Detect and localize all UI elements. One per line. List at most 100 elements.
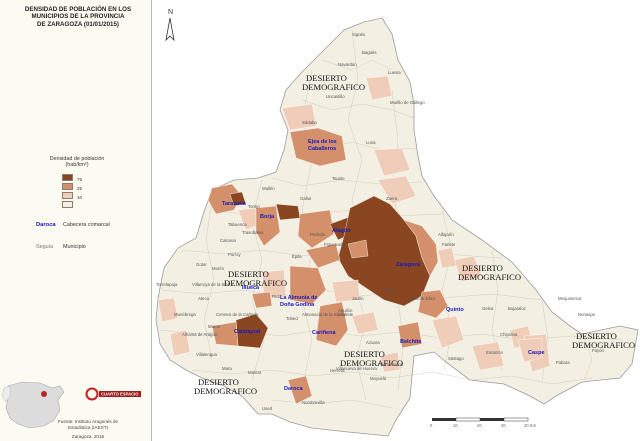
logo-text: CUARTO ESPACIO	[101, 392, 139, 397]
scale-bar: 0 10 20 30 40 Km	[430, 417, 537, 428]
cabecera-borja: Borja	[260, 214, 275, 220]
desierto-label-3: DESIERTO DEMOGRAFICO	[458, 263, 521, 282]
svg-text:Used: Used	[262, 406, 273, 411]
svg-text:Purroy: Purroy	[228, 252, 242, 257]
place-date: Zaragoza, 2016	[71, 434, 105, 439]
legend-panel: DENSIDAD DE POBLACIÓN EN LOS MUNICIPIOS …	[0, 0, 152, 441]
legend-label-3: 10	[77, 195, 83, 200]
svg-text:Luna: Luna	[366, 140, 376, 145]
svg-text:Zuera: Zuera	[386, 196, 398, 201]
cabecera-caspe: Caspe	[528, 350, 545, 356]
svg-text:Almonacid de la Sierra: Almonacid de la Sierra	[302, 312, 346, 317]
cabecera-belchite: Belchite	[400, 339, 421, 345]
legend-label-1: 75	[77, 177, 83, 182]
svg-text:Farlete: Farlete	[442, 242, 456, 247]
svg-text:Torrijo: Torrijo	[248, 204, 260, 209]
svg-text:Ricla: Ricla	[272, 294, 282, 299]
legend-label-2: 25	[77, 186, 83, 191]
scale-label-30: 30	[501, 423, 506, 428]
cabeceras-comarcales: Ejea de los Caballeros Tarazona Borja Al…	[222, 139, 545, 392]
svg-text:DEMOGRAFICO: DEMOGRAFICO	[458, 272, 521, 282]
svg-text:DEMOGRAFICO: DEMOGRAFICO	[302, 82, 365, 92]
scale-label-40: 40 Km	[524, 423, 537, 428]
svg-text:DEMOGRAFICO: DEMOGRAFICO	[340, 358, 403, 368]
svg-text:Mainar: Mainar	[248, 370, 262, 375]
cabecera-tarazona: Tarazona	[222, 201, 247, 207]
svg-text:Épila: Épila	[292, 254, 302, 259]
desierto-label-2: DESIERTO DEMOGRAFICO	[224, 269, 287, 288]
svg-text:Bagüés: Bagüés	[362, 50, 377, 55]
svg-text:Alfajarín: Alfajarín	[438, 232, 454, 237]
svg-text:DESIERTO: DESIERTO	[576, 331, 617, 341]
svg-text:DESIERTO: DESIERTO	[462, 263, 503, 273]
svg-text:DESIERTO: DESIERTO	[344, 349, 385, 359]
legend-muni-desc: Municipio	[63, 244, 86, 250]
cabecera-almunia-1: La Almunia de	[280, 295, 317, 301]
svg-text:Pastriz: Pastriz	[384, 288, 397, 293]
cuarto-espacio-logo: CUARTO ESPACIO	[85, 387, 141, 401]
svg-text:Villanueva de Huerva: Villanueva de Huerva	[336, 366, 377, 371]
svg-text:Gotor: Gotor	[196, 262, 207, 267]
cabecera-ejea-2: Caballeros	[308, 146, 336, 152]
cabecera-almunia-2: Doña Godina	[280, 302, 315, 308]
svg-text:Chiprana: Chiprana	[500, 332, 518, 337]
svg-text:Gallur: Gallur	[300, 196, 312, 201]
svg-text:DEMOGRAFICO: DEMOGRAFICO	[224, 278, 287, 288]
svg-text:Aguilón: Aguilón	[338, 308, 353, 313]
svg-text:DESIERTO: DESIERTO	[198, 377, 239, 387]
svg-text:Sádaba: Sádaba	[302, 120, 317, 125]
svg-text:DESIERTO: DESIERTO	[306, 73, 347, 83]
svg-text:Villarroya de la Sierra: Villarroya de la Sierra	[192, 282, 234, 287]
desierto-label-1: DESIERTO DEMOGRAFICO	[302, 73, 365, 92]
legend-muni-sample: Seguía	[36, 244, 54, 250]
scale-label-0: 0	[430, 423, 433, 428]
svg-text:Alhama de Aragón: Alhama de Aragón	[182, 332, 218, 337]
svg-text:Trasobares: Trasobares	[242, 230, 264, 235]
svg-text:Murillo de Gállego: Murillo de Gállego	[390, 100, 425, 105]
svg-text:Ateca: Ateca	[198, 296, 210, 301]
svg-text:Pina de Ebro: Pina de Ebro	[410, 296, 435, 301]
map-title: DENSIDAD DE POBLACIÓN EN LOS MUNICIPIOS …	[24, 6, 132, 28]
svg-text:Munébrega: Munébrega	[174, 312, 196, 317]
scale-label-20: 20	[477, 423, 482, 428]
svg-text:Cadrete: Cadrete	[338, 312, 354, 317]
svg-text:Gelsa: Gelsa	[482, 306, 494, 311]
svg-text:DESIERTO: DESIERTO	[228, 269, 269, 279]
svg-text:Uncastillo: Uncastillo	[326, 94, 345, 99]
desierto-label-5: DESIERTO DEMOGRAFICO	[194, 377, 257, 396]
svg-text:Luesia: Luesia	[388, 70, 401, 75]
svg-text:Sigüés: Sigüés	[352, 32, 365, 37]
svg-text:Torrelapaja: Torrelapaja	[156, 282, 178, 287]
svg-text:DEMOGRAFICO: DEMOGRAFICO	[572, 340, 635, 350]
svg-text:Cervera de la Cañada: Cervera de la Cañada	[216, 312, 259, 317]
svg-text:Fabara: Fabara	[556, 360, 570, 365]
svg-text:Pedrola: Pedrola	[310, 232, 325, 237]
cabecera-ejea-1: Ejea de los	[308, 139, 337, 145]
svg-text:Mequinenza: Mequinenza	[558, 296, 582, 301]
svg-text:Nonaspe: Nonaspe	[578, 312, 596, 317]
cabecera-illueca: Illueca	[242, 285, 260, 291]
svg-text:Moyuela: Moyuela	[370, 376, 387, 381]
density-regions	[157, 75, 551, 405]
svg-text:DEMOGRAFICO: DEMOGRAFICO	[194, 386, 257, 396]
svg-text:Azuara: Azuara	[366, 340, 380, 345]
svg-text:Fayón: Fayón	[592, 348, 605, 353]
desierto-label-4: DESIERTO DEMOGRAFICO	[340, 349, 403, 368]
zaragoza-location-marker	[41, 391, 47, 397]
svg-text:Jaulín: Jaulín	[352, 296, 364, 301]
legend-swatch-2	[62, 183, 73, 190]
legend-cabecera-sample: Daroca	[36, 222, 56, 228]
cabecera-daroca: Daroca	[284, 386, 304, 392]
province-map: N DESIERTO DEMOGRAFICO DESIERTO DEMOGRAF…	[155, 9, 639, 437]
svg-text:Sástago: Sástago	[448, 356, 464, 361]
svg-text:Fuendetodos: Fuendetodos	[378, 362, 403, 367]
svg-text:Navardún: Navardún	[338, 62, 357, 67]
legend-unit: (hab/km²)	[65, 162, 89, 169]
svg-text:Escatrón: Escatrón	[486, 350, 504, 355]
svg-text:Tobed: Tobed	[286, 316, 298, 321]
svg-text:Tabuenca: Tabuenca	[228, 222, 247, 227]
legend-cabecera-desc: Cabecera comarcal	[63, 222, 110, 228]
legend-swatch-4	[62, 201, 73, 208]
cabecera-quinto: Quinto	[446, 307, 464, 313]
legend-title: Densidad de población (hab/km²)	[38, 156, 116, 169]
